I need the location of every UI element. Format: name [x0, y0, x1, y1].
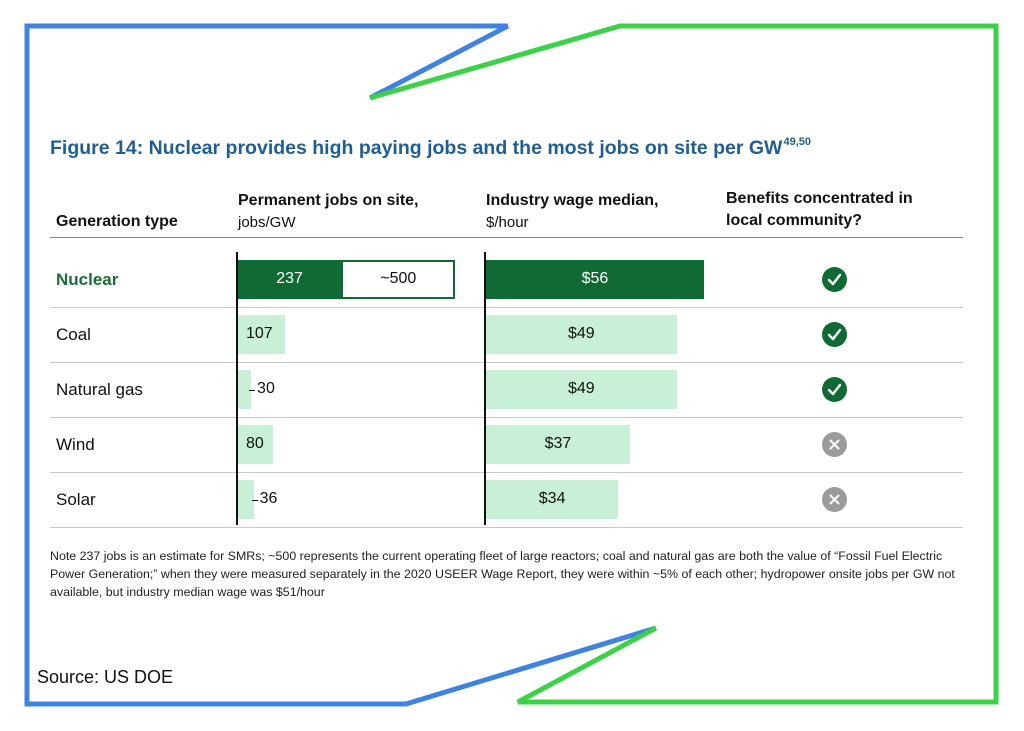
figure-title: Figure 14: Nuclear provides high paying … — [50, 136, 811, 160]
header-wage-unit: $/hour — [486, 214, 529, 231]
wage-value-wind: $37 — [544, 434, 572, 452]
figure-title-text: Figure 14: Nuclear provides high paying … — [50, 137, 783, 159]
row-label-wind: Wind — [56, 434, 95, 454]
header-generation-type: Generation type — [56, 213, 178, 230]
check-icon — [827, 383, 842, 396]
close-icon — [829, 494, 840, 505]
row-rule — [50, 527, 963, 528]
x-icon-solar — [822, 487, 847, 512]
row-label-nuclear: Nuclear — [56, 269, 119, 289]
jobs-bar-nuclear — [238, 260, 342, 299]
jobs-value-solar: 36 — [259, 489, 278, 507]
x-icon-wind — [822, 432, 847, 457]
jobs-bar-natural-gas — [238, 370, 252, 409]
wage-axis-line — [484, 252, 486, 525]
jobs-leader-natural-gas — [249, 389, 256, 391]
wage-bar-natural-gas — [486, 370, 677, 409]
wage-value-solar: $34 — [538, 489, 566, 507]
footnote: Note 237 jobs is an estimate for SMRs; ~… — [50, 549, 955, 599]
wage-value-natural-gas: $49 — [567, 379, 595, 397]
check-icon-nuclear — [822, 267, 847, 292]
jobs-value-natural-gas: 30 — [257, 379, 275, 397]
header-wage-title: Industry wage median, — [486, 192, 659, 209]
blue-frame-accent — [368, 23, 510, 101]
close-icon — [829, 439, 840, 450]
row-label-natural-gas: Natural gas — [56, 379, 143, 399]
check-icon-natural-gas — [822, 377, 847, 402]
jobs-value-nuclear: 237 — [276, 269, 303, 287]
check-icon — [827, 273, 842, 286]
header-benefits-line2: local community? — [726, 212, 863, 229]
jobs-value-wind: 80 — [246, 434, 264, 452]
check-icon — [827, 328, 842, 341]
wage-bar-coal — [486, 315, 677, 354]
header-benefits-line1: Benefits concentrated in — [726, 190, 913, 207]
row-rule — [50, 472, 963, 473]
header-rule — [50, 237, 963, 238]
source-label: Source: US DOE — [37, 667, 174, 687]
jobs-fleet-value-nuclear: ~500 — [380, 269, 417, 287]
wage-value-nuclear: $56 — [581, 269, 609, 287]
jobs-leader-solar — [251, 499, 258, 501]
jobs-value-coal: 107 — [246, 324, 273, 342]
row-rule — [50, 307, 963, 308]
blue-frame-top — [24, 23, 657, 707]
wage-bar-solar — [486, 480, 619, 519]
row-rule — [50, 417, 963, 418]
jobs-fleet-bar-nuclear — [341, 260, 456, 299]
row-label-coal: Coal — [56, 324, 91, 344]
jobs-bar-coal — [238, 315, 285, 354]
jobs-bar-wind — [238, 425, 273, 464]
figure-title-refs: 49,50 — [783, 136, 811, 148]
jobs-axis-line — [236, 252, 238, 525]
wage-bar-wind — [486, 425, 630, 464]
wage-value-coal: $49 — [567, 324, 595, 342]
check-icon-coal — [822, 322, 847, 347]
header-jobs-unit: jobs/GW — [238, 214, 296, 231]
wage-bar-nuclear — [486, 260, 704, 299]
row-rule — [50, 362, 963, 363]
row-label-solar: Solar — [56, 489, 96, 509]
jobs-bar-solar — [238, 480, 254, 519]
green-frame — [369, 23, 999, 705]
header-jobs-title: Permanent jobs on site, — [238, 192, 419, 209]
